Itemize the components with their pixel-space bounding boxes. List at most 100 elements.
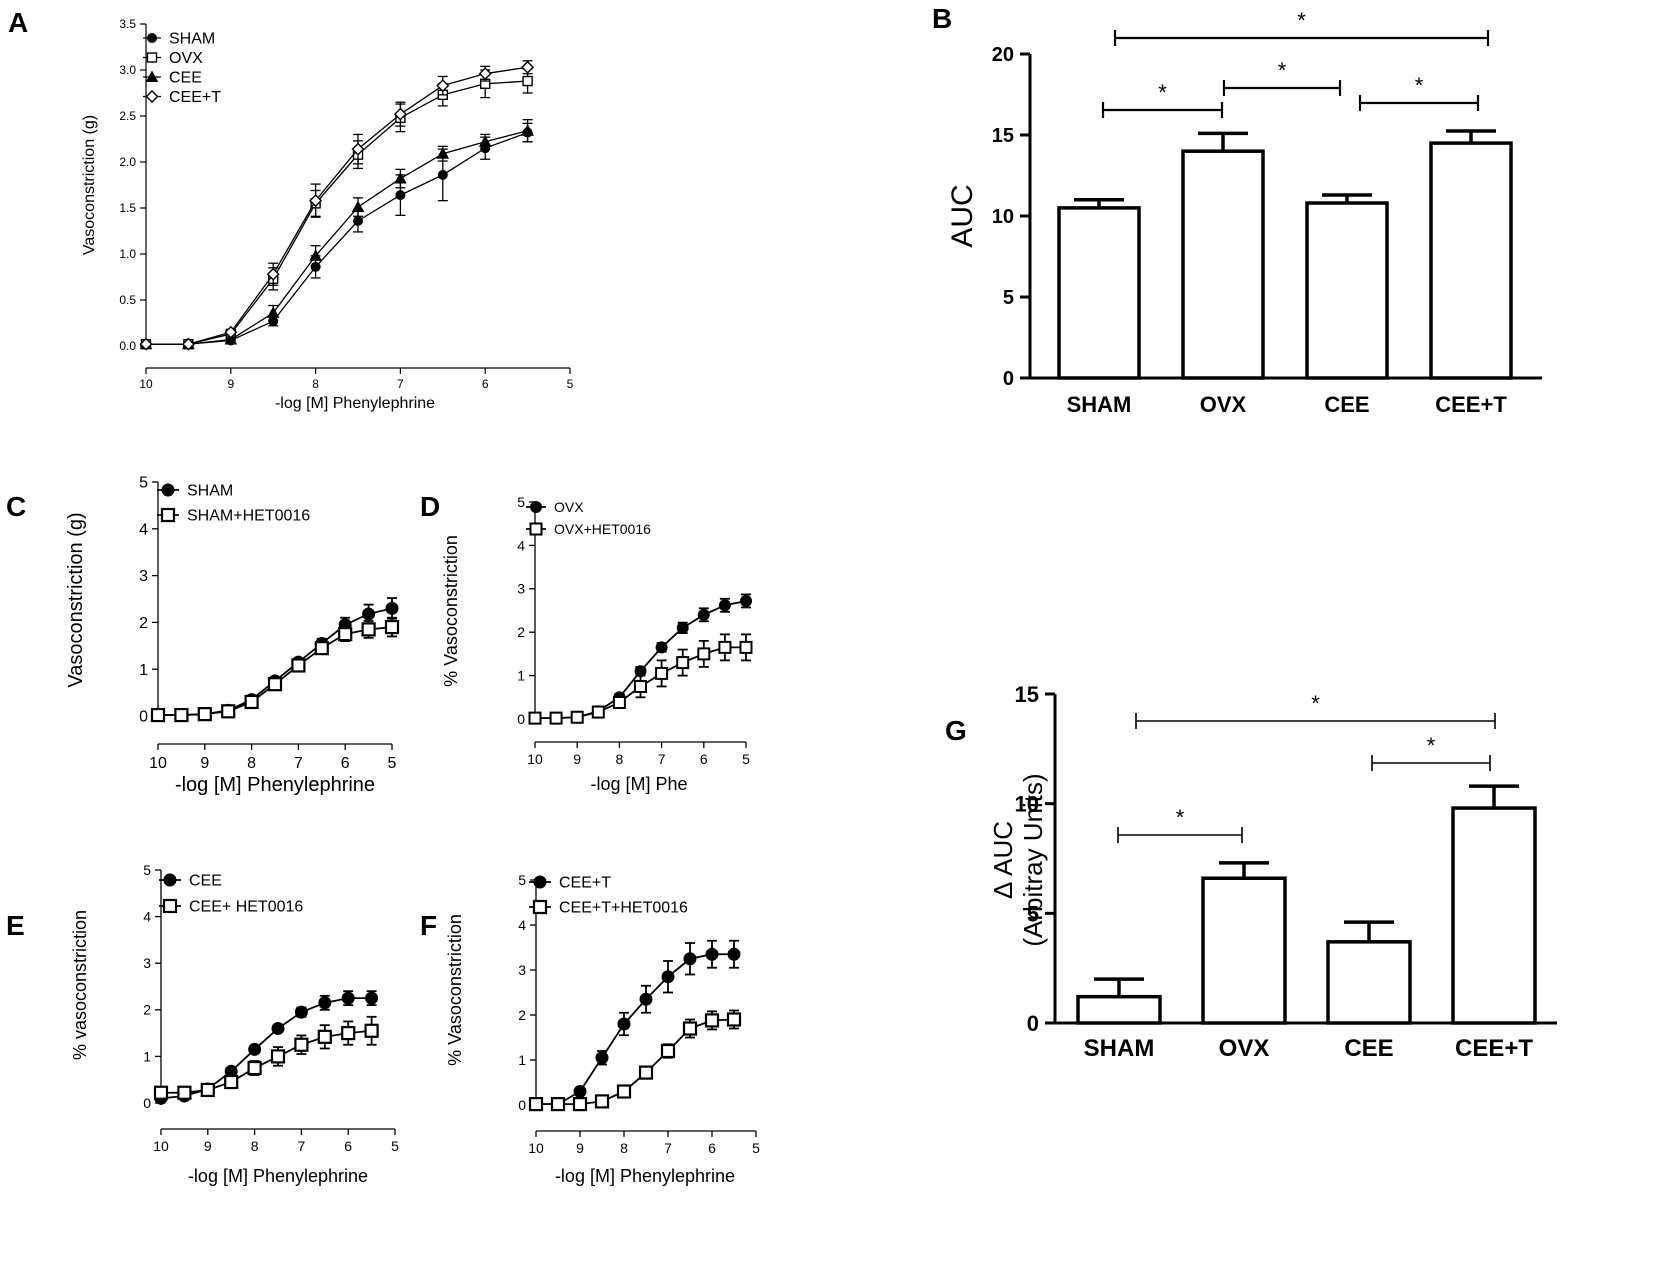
y-tick-label: 10 xyxy=(992,206,1014,228)
x-tick-label: 5 xyxy=(752,1140,760,1156)
data-point-cee-t xyxy=(224,325,238,339)
data-point-cee-t xyxy=(436,79,450,93)
x-tick-label: 8 xyxy=(616,751,624,767)
series-line-sham xyxy=(146,131,528,345)
bar-cee xyxy=(1326,940,1412,1025)
panel-label-f: F xyxy=(420,910,437,941)
data-point-sham xyxy=(437,169,448,180)
y-tick-label: 4 xyxy=(143,909,151,925)
y-tick-label: 15 xyxy=(1015,682,1039,707)
series-line-ovx xyxy=(535,600,747,720)
x-tick-label: 6 xyxy=(700,751,708,767)
data-point-cee-t-het0016 xyxy=(616,1084,632,1099)
legend-marker xyxy=(145,90,159,103)
y-axis-label: % vasoconstriction xyxy=(70,910,90,1060)
data-point-cee-t xyxy=(309,194,323,208)
y-tick-label: 10 xyxy=(1015,792,1039,817)
data-point-ovx-het0016 xyxy=(570,710,584,724)
chart-f: 0 1 2 3 4 5 10 9 8 7 6 5 -log [M] Phenylephrine % Vas… xyxy=(445,872,760,1186)
data-point-ovx-het0016 xyxy=(634,679,647,693)
data-point-cee-het0016 xyxy=(200,1082,215,1098)
chart-b: 0 5 10 15 20 SHAM OVX CEE CEE+T * * * * AUC xyxy=(946,8,1542,417)
y-tick-label: 4 xyxy=(517,537,525,553)
data-point-ovx xyxy=(522,75,533,87)
y-tick-label: 4 xyxy=(139,521,148,538)
data-point-ovx-het0016 xyxy=(655,666,669,680)
chart-d: 0 1 2 3 4 5 10 9 8 7 6 5 -log [M] Phe % Vasoconstrict… xyxy=(441,494,753,794)
y-tick-label: 0 xyxy=(139,709,148,726)
y-tick-label: 1 xyxy=(518,1052,526,1068)
x-tick-label: 5 xyxy=(742,751,750,767)
data-point-ovx xyxy=(676,621,689,634)
data-point-sham-het0016 xyxy=(221,704,236,719)
category-label-sham: SHAM xyxy=(1067,392,1132,417)
data-point-cee-het0016 xyxy=(317,1029,332,1044)
y-tick-label: 0 xyxy=(143,1095,151,1111)
category-label-cee-t: CEE+T xyxy=(1455,1035,1533,1062)
data-point-cee-t xyxy=(478,67,492,81)
data-point-cee-het0016 xyxy=(270,1049,286,1064)
series-sham xyxy=(141,122,533,350)
legend-label-cee: CEE xyxy=(169,70,202,87)
x-tick-label: 10 xyxy=(527,751,543,767)
data-point-ovx-het0016 xyxy=(528,711,542,725)
series-ovx-het0016 xyxy=(528,633,753,725)
y-tick-label: 3 xyxy=(518,962,526,978)
data-point-cee-t xyxy=(573,1085,587,1098)
data-point-cee-t-het0016 xyxy=(594,1094,610,1109)
data-point-cee xyxy=(436,147,450,159)
legend-marker xyxy=(160,507,176,523)
x-tick-label: 7 xyxy=(298,1138,306,1154)
significance-star: * xyxy=(1297,8,1306,33)
y-tick-label: 5 xyxy=(143,862,151,878)
data-point-cee xyxy=(271,1021,285,1035)
data-point-ovx xyxy=(697,608,710,621)
x-tick-label: 9 xyxy=(204,1138,212,1154)
data-point-cee xyxy=(266,306,280,318)
data-point-cee xyxy=(294,1005,308,1019)
data-point-sham-het0016 xyxy=(314,641,329,656)
y-tick-label: 0 xyxy=(518,1097,526,1113)
significance-star: * xyxy=(1158,80,1167,105)
y-axis-label: % Vasoconstriction xyxy=(445,914,465,1066)
significance-star: * xyxy=(1278,58,1287,83)
legend-label-cee-t: CEE+T xyxy=(559,875,611,892)
data-point-sham-het0016 xyxy=(150,707,166,723)
data-point-cee xyxy=(394,172,407,184)
y-tick-label: 1.0 xyxy=(119,247,136,261)
category-label-ovx: OVX xyxy=(1219,1035,1270,1062)
data-point-cee xyxy=(351,200,365,213)
x-tick-label: 5 xyxy=(391,1138,399,1154)
x-tick-label: 6 xyxy=(708,1140,716,1156)
bar-cee xyxy=(1305,201,1389,380)
x-tick-label: 7 xyxy=(294,755,303,772)
y-tick-label: 4 xyxy=(518,917,526,933)
y-axis-label: % Vasoconstriction xyxy=(441,535,461,687)
x-tick-label: 9 xyxy=(200,755,209,772)
category-label-cee: CEE xyxy=(1324,392,1369,417)
x-tick-label: 6 xyxy=(344,1138,352,1154)
series-line-cee xyxy=(160,997,372,1100)
y-tick-label: 2 xyxy=(518,1007,526,1023)
series-line-ovx xyxy=(146,80,528,345)
data-point-cee-t xyxy=(351,142,365,156)
y-tick-label: 2.0 xyxy=(119,155,136,169)
y-tick-label: 1 xyxy=(139,662,148,679)
legend-label-sham: SHAM xyxy=(169,31,215,48)
x-tick-label: 9 xyxy=(227,377,234,391)
panel-label-d: D xyxy=(420,491,440,522)
y-tick-label: 0.5 xyxy=(119,293,136,307)
legend-label-ovx-het0016: OVX+HET0016 xyxy=(554,521,651,537)
legend-label-cee-t: CEE+T xyxy=(169,89,221,106)
bar-cee-t xyxy=(1429,141,1513,380)
legend-marker xyxy=(145,70,159,82)
bar-ovx xyxy=(1201,876,1287,1025)
data-point-sham xyxy=(353,215,363,226)
x-tick-label: 8 xyxy=(247,755,256,772)
series-cee-t-het0016 xyxy=(528,1009,742,1112)
data-point-cee-t xyxy=(266,267,280,281)
y-tick-label: 1.5 xyxy=(119,201,136,215)
x-tick-label: 7 xyxy=(397,377,404,391)
data-point-cee-t xyxy=(595,1051,609,1065)
